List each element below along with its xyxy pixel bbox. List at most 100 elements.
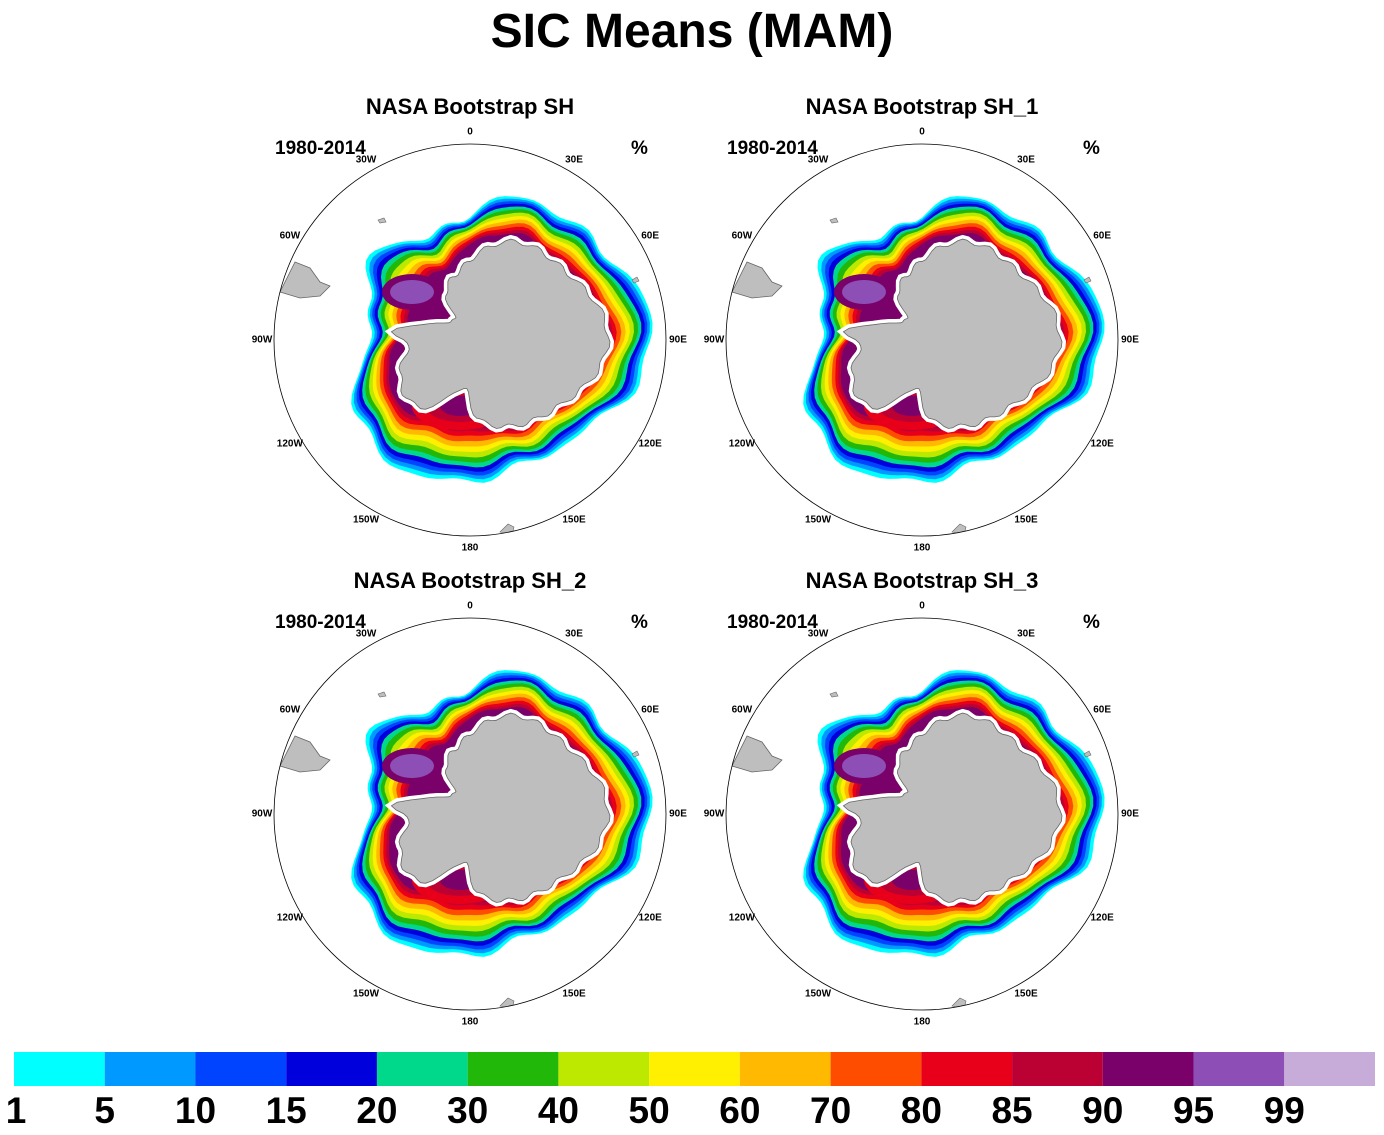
colorbar-label: 70: [810, 1090, 852, 1131]
longitude-label: 180: [461, 542, 479, 554]
longitude-label: 0: [467, 126, 473, 138]
longitude-label: 0: [467, 600, 473, 612]
panel-period: 1980-2014: [275, 138, 366, 159]
colorbar: [14, 1052, 1375, 1086]
panel-units: %: [1083, 138, 1100, 159]
south-america-land: [279, 735, 331, 773]
colorbar-swatch: [104, 1052, 196, 1086]
longitude-label: 60W: [731, 704, 753, 716]
map-panel-1: [273, 143, 667, 537]
island-kerguelen: [631, 276, 640, 284]
longitude-label: 60E: [641, 230, 660, 242]
colorbar-swatch: [649, 1052, 740, 1086]
colorbar-label: 30: [447, 1090, 489, 1131]
weddell-high-concentration: [842, 754, 886, 778]
longitude-label: 60E: [1093, 704, 1112, 716]
island-kerguelen: [1083, 750, 1092, 758]
colorbar-swatch: [739, 1052, 831, 1086]
map-boundary: [725, 143, 1119, 537]
longitude-label: 180: [913, 1016, 931, 1028]
colorbar-swatch: [830, 1052, 922, 1086]
longitude-label: 30E: [1017, 628, 1035, 640]
longitude-label: 90W: [251, 334, 273, 346]
longitude-label: 30W: [807, 154, 829, 166]
map-panel-4: [725, 617, 1119, 1011]
longitude-label: 150E: [1014, 988, 1038, 1000]
longitude-label: 30E: [1017, 154, 1035, 166]
longitude-label: 120E: [1090, 912, 1114, 924]
colorbar-swatch: [286, 1052, 377, 1086]
longitude-label: 90E: [1121, 334, 1139, 346]
map-boundary: [725, 617, 1119, 1011]
longitude-label: 180: [461, 1016, 479, 1028]
longitude-label: 120W: [728, 438, 755, 450]
colorbar-label: 50: [628, 1090, 670, 1131]
colorbar-swatch: [558, 1052, 650, 1086]
panel-units: %: [631, 612, 648, 633]
longitude-label: 180: [913, 542, 931, 554]
longitude-label: 60E: [641, 704, 660, 716]
colorbar-swatch: [195, 1052, 287, 1086]
longitude-label: 90E: [1121, 808, 1139, 820]
colorbar-swatch: [1284, 1052, 1375, 1086]
longitude-label: 150W: [804, 988, 832, 1000]
longitude-label: 150W: [352, 988, 380, 1000]
panel-title: NASA Bootstrap SH_2: [353, 568, 587, 593]
longitude-label: 120E: [1090, 438, 1114, 450]
longitude-label: 30E: [565, 628, 583, 640]
island-south-georgia: [829, 691, 839, 698]
longitude-label: 150W: [352, 514, 380, 526]
antarctica-land: [390, 238, 611, 429]
colorbar-swatch: [1012, 1052, 1103, 1086]
longitude-label: 30W: [355, 154, 377, 166]
longitude-label: 120W: [276, 438, 303, 450]
antarctica-land: [842, 238, 1063, 429]
panel-title: NASA Bootstrap SH_1: [805, 94, 1039, 119]
longitude-label: 150E: [1014, 514, 1038, 526]
longitude-label: 0: [919, 126, 925, 138]
south-america-land: [279, 261, 331, 299]
colorbar-label: 90: [1082, 1090, 1124, 1131]
longitude-label: 60E: [1093, 230, 1112, 242]
figure-title: SIC Means (MAM): [490, 5, 894, 58]
colorbar-label: 95: [1172, 1090, 1215, 1131]
longitude-label: 150E: [562, 514, 586, 526]
longitude-label: 30W: [355, 628, 377, 640]
map-boundary: [273, 617, 667, 1011]
longitude-label: 30E: [565, 154, 583, 166]
colorbar-swatch: [376, 1052, 468, 1086]
weddell-high-concentration: [390, 754, 434, 778]
map-boundary: [273, 143, 667, 537]
panel-title: NASA Bootstrap SH: [365, 94, 575, 119]
island-kerguelen: [1083, 276, 1092, 284]
colorbar-swatch: [1102, 1052, 1194, 1086]
colorbar-swatch: [921, 1052, 1013, 1086]
longitude-label: 90E: [669, 808, 687, 820]
longitude-label: 90W: [703, 808, 725, 820]
island-kerguelen: [631, 750, 640, 758]
longitude-label: 120E: [638, 438, 662, 450]
panel-period: 1980-2014: [727, 138, 818, 159]
longitude-label: 150W: [804, 514, 832, 526]
south-america-land: [731, 735, 783, 773]
colorbar-label: 85: [991, 1090, 1033, 1131]
longitude-label: 60W: [731, 230, 753, 242]
longitude-label: 90E: [669, 334, 687, 346]
panel-units: %: [631, 138, 648, 159]
panel-period: 1980-2014: [727, 612, 818, 633]
longitude-label: 90W: [251, 808, 273, 820]
weddell-high-concentration: [842, 280, 886, 304]
longitude-label: 120W: [276, 912, 303, 924]
antarctica-land: [390, 712, 611, 903]
map-panel-2: [725, 143, 1119, 537]
longitude-label: 60W: [279, 704, 301, 716]
colorbar-label: 1: [5, 1090, 27, 1131]
longitude-label: 60W: [279, 230, 301, 242]
longitude-label: 150E: [562, 988, 586, 1000]
panel-period: 1980-2014: [275, 612, 366, 633]
colorbar-swatch: [14, 1052, 105, 1086]
colorbar-label: 20: [356, 1090, 398, 1131]
island-south-georgia: [829, 217, 839, 224]
panel-units: %: [1083, 612, 1100, 633]
